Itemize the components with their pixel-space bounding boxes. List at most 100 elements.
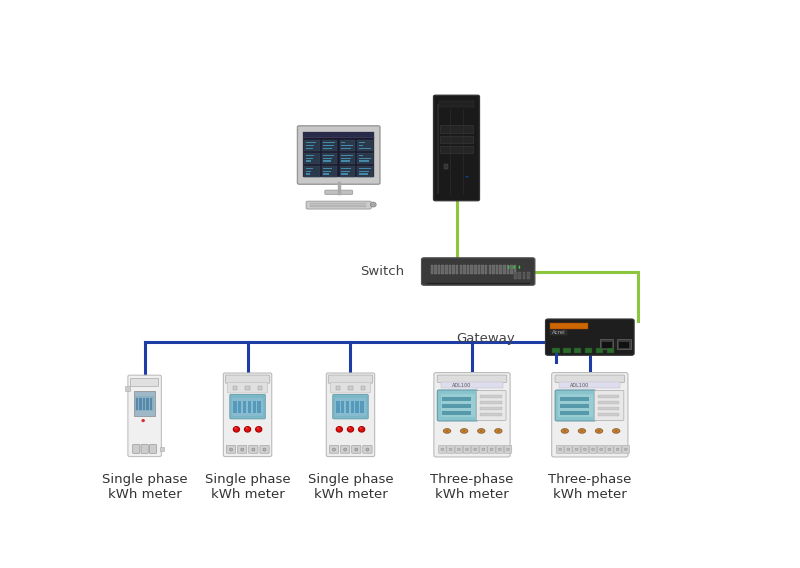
Text: Single phase
kWh meter: Single phase kWh meter [308,473,394,501]
Bar [303,132,374,137]
Bar [323,170,330,172]
Ellipse shape [252,448,255,451]
Bar [339,165,355,177]
Ellipse shape [482,448,485,450]
Bar [350,401,354,414]
Bar [358,155,363,156]
Bar [234,401,237,414]
FancyBboxPatch shape [150,445,157,453]
Bar [243,401,246,414]
Bar [441,146,473,153]
Bar [136,398,138,410]
Ellipse shape [624,448,627,450]
Bar [304,140,320,151]
Bar [563,348,570,353]
FancyBboxPatch shape [573,445,581,453]
Bar [514,272,517,279]
Bar [341,148,351,149]
FancyBboxPatch shape [298,126,380,184]
Ellipse shape [241,448,244,451]
Ellipse shape [466,176,469,177]
Bar [467,265,470,274]
Ellipse shape [366,448,369,451]
Bar [323,168,332,169]
Bar [306,161,311,162]
Bar [499,265,502,274]
Bar [341,401,344,414]
FancyBboxPatch shape [260,445,269,453]
Ellipse shape [370,202,376,207]
Ellipse shape [591,448,594,450]
FancyBboxPatch shape [552,373,628,457]
FancyBboxPatch shape [223,373,272,457]
Bar [559,382,621,388]
Bar [306,173,310,175]
Bar [146,398,149,410]
Bar [306,168,313,169]
Bar [596,348,603,353]
Bar [358,145,363,146]
Bar [303,132,374,177]
Ellipse shape [347,427,354,432]
Bar [442,411,470,415]
Ellipse shape [562,429,569,433]
FancyBboxPatch shape [438,375,506,382]
FancyBboxPatch shape [306,201,371,209]
Bar [358,165,373,177]
Bar [600,340,614,349]
Ellipse shape [462,430,466,432]
Bar [341,145,353,146]
Bar [503,265,506,274]
Bar [445,265,448,274]
Bar [323,145,334,146]
Ellipse shape [616,448,619,450]
FancyBboxPatch shape [581,445,589,453]
Ellipse shape [563,430,566,432]
FancyBboxPatch shape [226,445,236,453]
Bar [358,173,368,175]
FancyBboxPatch shape [330,382,370,393]
Bar [323,142,335,143]
Bar [552,348,560,353]
FancyBboxPatch shape [227,382,267,393]
FancyBboxPatch shape [128,375,162,457]
Ellipse shape [495,429,502,433]
Bar [336,386,340,390]
Bar [232,398,262,416]
Text: Gateway: Gateway [457,332,515,345]
FancyBboxPatch shape [238,445,247,453]
Bar [233,386,238,390]
Ellipse shape [458,448,460,450]
Bar [341,158,351,159]
Bar [304,165,320,177]
Ellipse shape [608,448,611,450]
Bar [550,329,567,336]
FancyBboxPatch shape [422,258,535,285]
Ellipse shape [614,430,618,432]
FancyBboxPatch shape [326,373,374,457]
FancyBboxPatch shape [488,445,495,453]
Bar [485,265,487,274]
Bar [598,407,619,410]
Bar [159,446,164,452]
Ellipse shape [449,448,452,450]
FancyBboxPatch shape [614,445,622,453]
Bar [480,401,502,404]
FancyBboxPatch shape [249,445,258,453]
Bar [559,397,589,401]
Ellipse shape [600,448,602,450]
Bar [339,153,355,164]
Bar [444,164,448,169]
Bar [139,398,142,410]
Ellipse shape [578,429,586,433]
Bar [358,158,370,159]
Ellipse shape [490,448,493,450]
Ellipse shape [474,448,477,450]
Bar [441,394,474,417]
Bar [322,165,338,177]
Bar [438,101,474,107]
Bar [574,348,582,353]
Bar [306,148,313,149]
Ellipse shape [583,448,586,450]
Bar [470,265,473,274]
